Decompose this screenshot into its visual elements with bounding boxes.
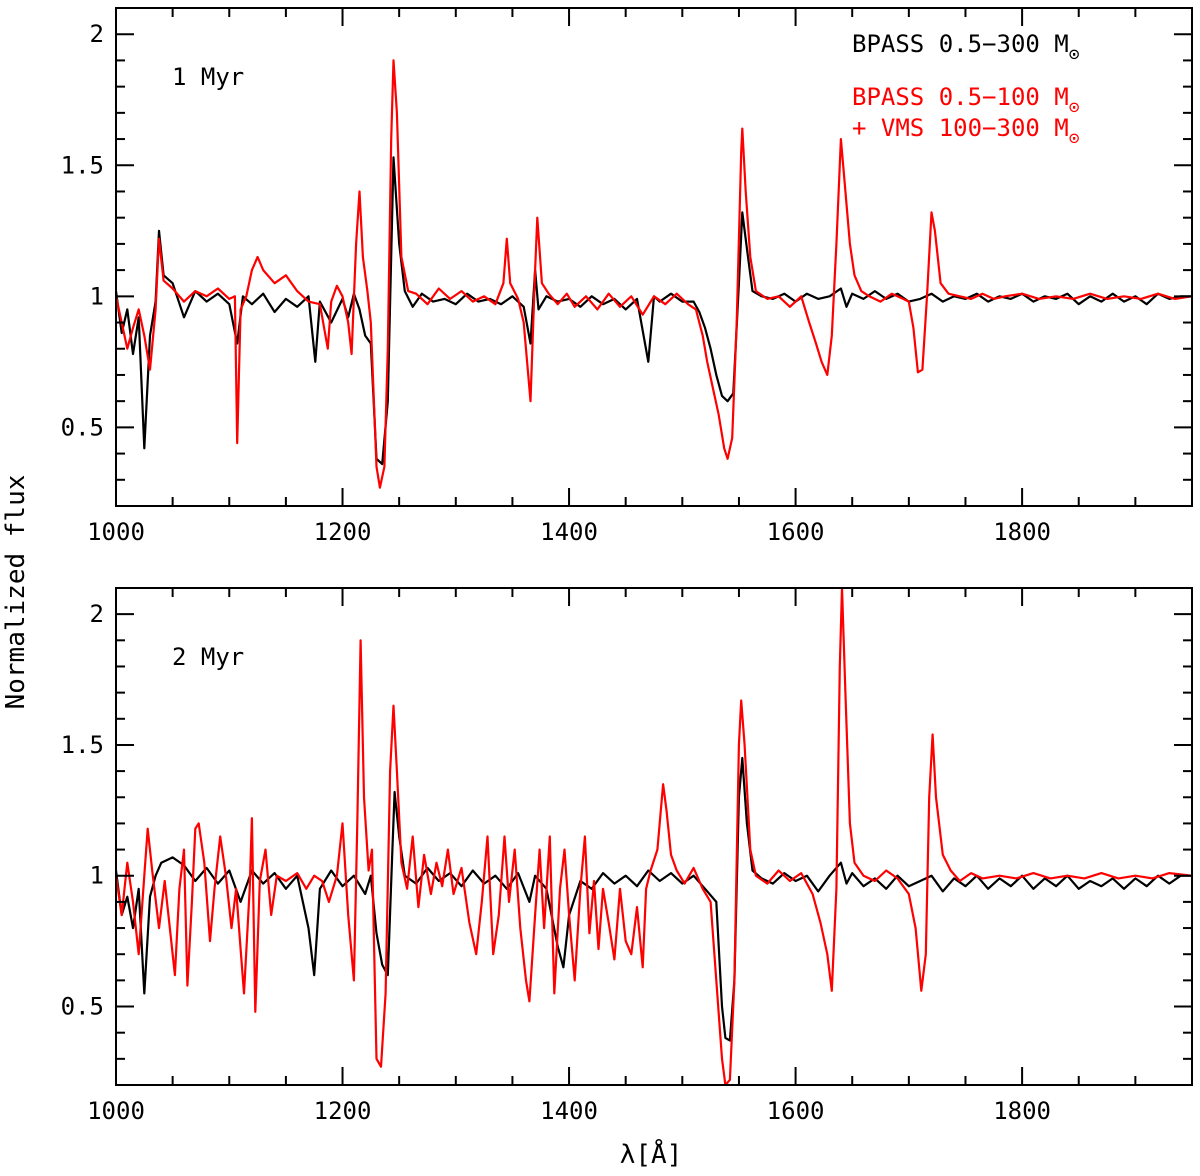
y-tick-label: 2 <box>90 20 104 48</box>
legend-entry-vms-1: BPASS 0.5−100 M⊙ <box>852 83 1080 118</box>
legend-entry-bpass-text: BPASS 0.5−300 M <box>852 30 1069 58</box>
x-axis-title: λ[Å] <box>620 1138 683 1170</box>
panel-2-label: 2 Myr <box>172 643 244 671</box>
x-tick-label: 1800 <box>993 518 1051 546</box>
panel-1-ticks: 1000 1200 1400 1600 1800 0.5 1 1.5 2 <box>61 7 1193 546</box>
panel-1-lines <box>116 59 1192 489</box>
legend-entry-vms-2: + VMS 100−300 M⊙ <box>852 114 1080 149</box>
x-tick-label: 1200 <box>314 518 372 546</box>
panel-2-lines <box>116 588 1192 1085</box>
panel-2-ticks: 1000 1200 1400 1600 1800 0.5 1 1.5 2 <box>61 587 1193 1125</box>
sun-symbol: ⊙ <box>1069 44 1080 65</box>
sun-symbol: ⊙ <box>1069 97 1080 118</box>
x-tick-label: 1200 <box>314 1097 372 1125</box>
series-line-vms <box>116 59 1192 489</box>
legend-entry-vms-2-text: + VMS 100−300 M <box>852 114 1069 142</box>
sun-symbol: ⊙ <box>1069 128 1080 149</box>
y-tick-label: 1 <box>90 282 104 310</box>
y-axis-title: Normalized flux <box>1 475 31 710</box>
x-tick-label: 1600 <box>767 1097 825 1125</box>
series-line-bpass <box>116 156 1192 466</box>
x-tick-label: 1800 <box>993 1097 1051 1125</box>
y-tick-label: 0.5 <box>61 413 104 441</box>
y-tick-label: 1.5 <box>61 731 104 759</box>
y-tick-label: 1.5 <box>61 151 104 179</box>
x-tick-label: 1400 <box>540 518 598 546</box>
x-tick-label: 1000 <box>87 1097 145 1125</box>
x-tick-label: 1000 <box>87 518 145 546</box>
panel-2-frame <box>115 587 1193 1086</box>
series-line-vms <box>116 588 1192 1085</box>
legend: BPASS 0.5−300 M⊙ BPASS 0.5−100 M⊙ + VMS … <box>852 30 1080 149</box>
y-tick-label: 2 <box>90 600 104 628</box>
legend-entry-vms-1-text: BPASS 0.5−100 M <box>852 83 1069 111</box>
legend-entry-bpass: BPASS 0.5−300 M⊙ <box>852 30 1080 65</box>
panel-1-label: 1 Myr <box>172 63 244 91</box>
panel-1-frame <box>115 7 1193 507</box>
panel-1: 1000 1200 1400 1600 1800 0.5 1 1.5 2 1 Myr BPASS… <box>61 7 1193 546</box>
panel-2: 1000 1200 1400 1600 1800 0.5 1 1.5 2 2 Myr <box>61 587 1193 1125</box>
x-tick-label: 1600 <box>767 518 825 546</box>
y-tick-label: 0.5 <box>61 993 104 1021</box>
x-tick-label: 1400 <box>540 1097 598 1125</box>
y-tick-label: 1 <box>90 862 104 890</box>
series-line-bpass <box>116 756 1192 1042</box>
